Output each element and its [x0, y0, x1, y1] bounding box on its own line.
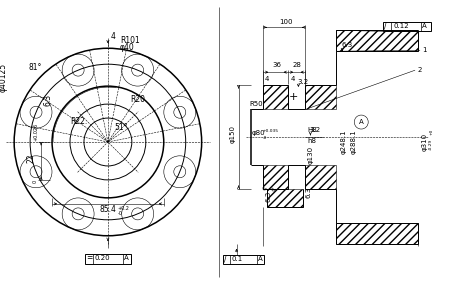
Text: 4: 4 — [290, 76, 295, 82]
Text: h8: h8 — [307, 138, 316, 144]
Text: 3.2: 3.2 — [297, 79, 309, 85]
Text: 22: 22 — [26, 153, 35, 163]
Text: 3.2: 3.2 — [309, 127, 320, 133]
Text: H8: H8 — [307, 127, 317, 133]
Bar — [336, 223, 418, 244]
Bar — [85, 254, 131, 264]
Bar — [264, 85, 288, 109]
Text: 36: 36 — [272, 62, 281, 68]
Text: R22.: R22. — [70, 117, 87, 126]
Text: -0: -0 — [118, 211, 123, 216]
Bar — [306, 85, 336, 109]
Text: 0.1: 0.1 — [232, 256, 243, 262]
Bar — [223, 255, 265, 264]
Text: 1: 1 — [422, 47, 427, 53]
Text: 28: 28 — [293, 62, 302, 68]
Text: φ248.1: φ248.1 — [340, 130, 346, 154]
Text: +: + — [289, 92, 298, 102]
Text: 85.4: 85.4 — [100, 205, 117, 214]
Text: 6.3: 6.3 — [306, 187, 311, 198]
Text: 0.20: 0.20 — [95, 255, 111, 261]
Text: R101: R101 — [120, 36, 140, 45]
Bar — [336, 30, 418, 51]
Text: A: A — [257, 256, 262, 262]
Text: 0.12: 0.12 — [393, 23, 409, 29]
Text: 4: 4 — [111, 32, 116, 41]
Text: A: A — [124, 255, 129, 261]
Text: φ40125: φ40125 — [0, 63, 7, 92]
Text: +0: +0 — [429, 129, 433, 135]
Text: R20: R20 — [130, 95, 145, 104]
Text: 81°: 81° — [28, 63, 41, 72]
Text: /: / — [384, 22, 387, 31]
Text: 6.3: 6.3 — [266, 191, 271, 202]
Text: 4: 4 — [265, 76, 269, 82]
Text: -0: -0 — [262, 136, 267, 140]
Text: /: / — [224, 254, 226, 263]
Text: φ310: φ310 — [422, 133, 428, 151]
Text: φ150: φ150 — [230, 125, 236, 143]
Text: 6.: 6. — [261, 185, 269, 192]
Text: φ288.1: φ288.1 — [350, 130, 356, 154]
Text: R50: R50 — [250, 101, 263, 107]
Text: +0.026: +0.026 — [33, 123, 38, 141]
Text: 6.: 6. — [270, 186, 278, 193]
Bar — [383, 22, 431, 31]
Text: =: = — [86, 253, 92, 262]
Text: 51°: 51° — [114, 123, 127, 132]
Text: φ80: φ80 — [252, 130, 265, 136]
Text: +0.2: +0.2 — [118, 206, 130, 211]
Text: 0: 0 — [33, 180, 38, 183]
Bar — [264, 165, 288, 189]
Text: 2: 2 — [417, 67, 422, 73]
Text: 100: 100 — [279, 19, 293, 25]
Text: 6.3: 6.3 — [341, 42, 352, 48]
Text: 6.3: 6.3 — [43, 94, 52, 106]
Text: A: A — [422, 23, 427, 29]
Bar — [267, 189, 303, 207]
Text: φ130: φ130 — [307, 146, 313, 164]
Text: +0.035: +0.035 — [262, 129, 279, 133]
Text: -0.29: -0.29 — [429, 139, 433, 150]
Text: φ40: φ40 — [120, 43, 135, 52]
Text: A: A — [359, 119, 364, 125]
Bar — [306, 165, 336, 189]
